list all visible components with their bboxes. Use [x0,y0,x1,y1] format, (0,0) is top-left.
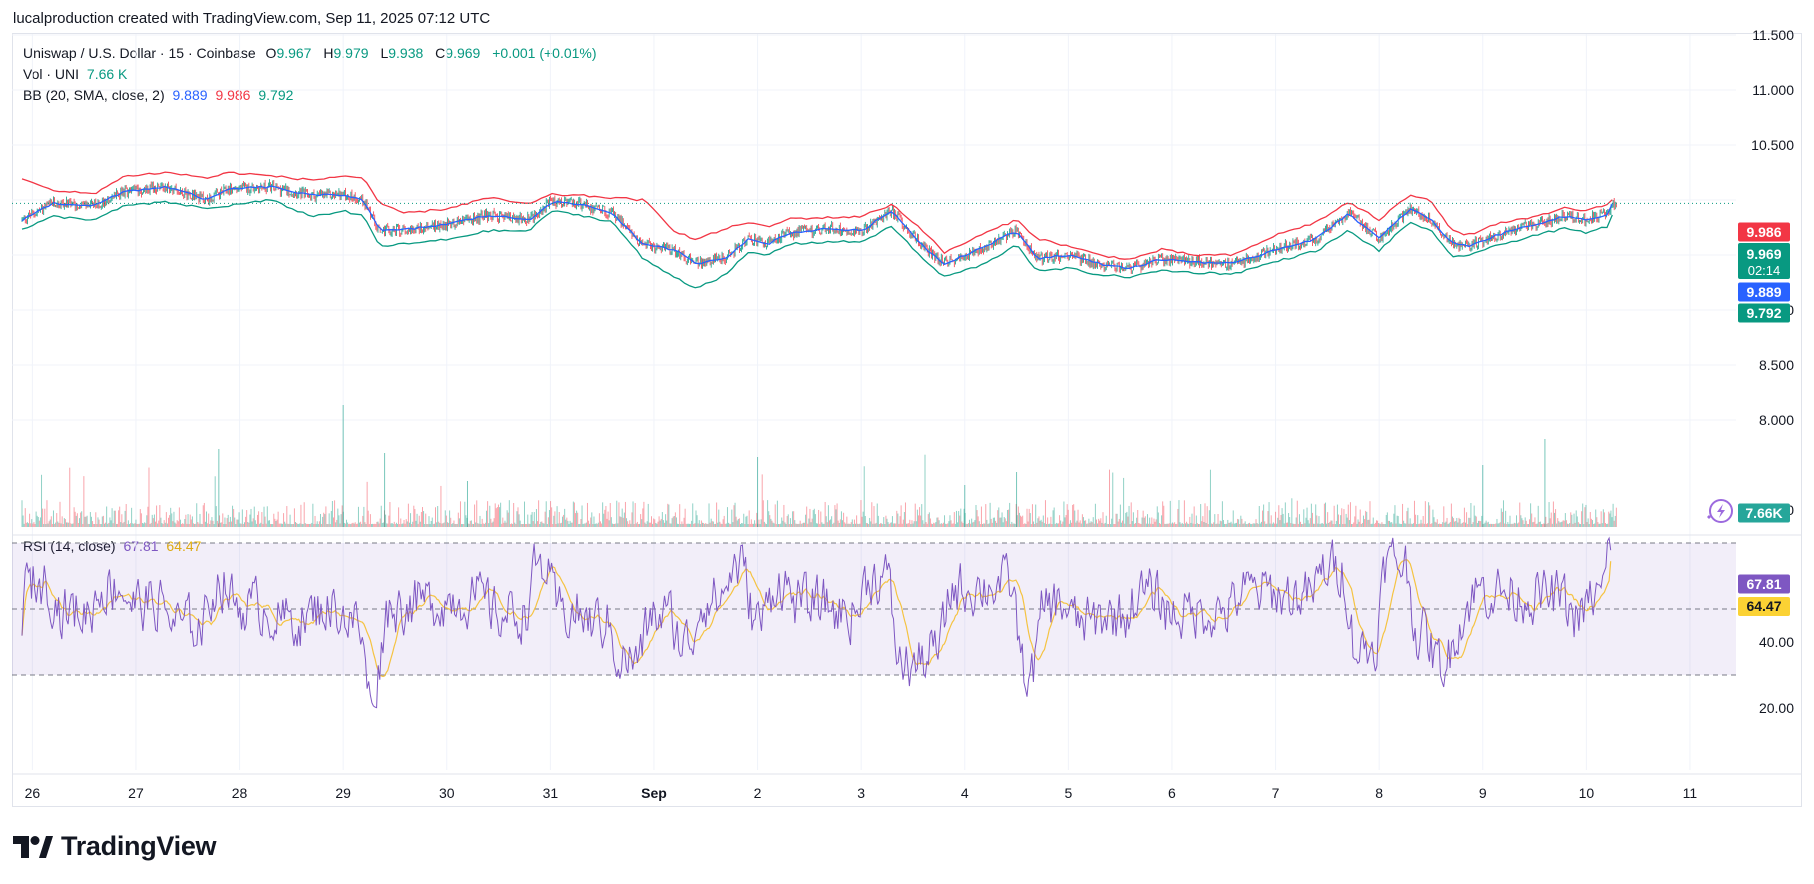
bb-lower-value: 9.792 [258,87,294,103]
high-value: 9.979 [333,45,369,61]
x-tick-label: 6 [1168,785,1176,801]
symbol-legend: Uniswap / U.S. Dollar · 15 · Coinbase O9… [23,45,601,61]
open-label: O [265,45,277,61]
chart-attribution: lucalproduction created with TradingView… [13,10,491,27]
volume-legend[interactable]: Vol · UNI 7.66 K [23,66,131,82]
rsi-y-tick-label: 20.00 [1759,700,1794,716]
bb-basis-value: 9.889 [172,87,208,103]
bb-upper-line [21,171,1613,260]
close-value: 9.969 [445,45,481,61]
volume-value: 7.66 K [86,66,128,82]
rsi-y-tick-label: 40.00 [1759,634,1794,650]
x-tick-label: 5 [1064,785,1072,801]
rsi-value-badge: 67.81 [1746,576,1781,592]
x-tick-label: 3 [857,785,865,801]
bb-legend[interactable]: BB (20, SMA, close, 2) 9.889 9.986 9.792 [23,87,297,103]
grid-lines [12,34,1802,775]
bb-lower-badge: 9.792 [1746,305,1781,321]
bb-lower-line [21,199,1613,289]
open-value: 9.967 [276,45,312,61]
bb-basis-badge: 9.889 [1746,284,1781,300]
candles [21,179,1617,274]
axes: 26 27 28 29 30 31 Sep 2 3 4 5 6 7 8 9 10 11 11.500 11.000 1… [25,27,1795,801]
x-tick-label: 28 [232,785,248,801]
rsi-legend-value: 67.81 [123,538,158,554]
close-label: C [435,45,446,61]
y-tick-label: 8.000 [1759,412,1794,428]
volume-label: Vol · UNI [23,66,80,82]
volume-badge-bg [1738,503,1790,523]
rsi-ma-legend-value: 64.47 [166,538,201,554]
bb-upper-badge: 9.986 [1746,224,1781,240]
last-price-badge: 9.969 [1746,246,1781,262]
volume-badge: 7.66K [1745,505,1782,521]
bb-upper-badge-bg [1738,222,1790,242]
rsi-value-badge-bg [1738,574,1790,594]
x-tick-label: 8 [1375,785,1383,801]
x-tick-label: 2 [754,785,762,801]
lightning-icon[interactable] [1707,499,1733,523]
y-tick-label: 10.500 [1751,137,1794,153]
rsi-ma-badge-bg [1738,597,1790,616]
x-tick-label: 31 [543,785,559,801]
y-tick-label: 8.500 [1759,357,1794,373]
rsi-ma-line [21,559,1612,678]
rsi-ma-badge: 64.47 [1746,598,1781,614]
bb-upper-value: 9.986 [215,87,251,103]
x-tick-label: 29 [335,785,351,801]
x-tick-label: 27 [128,785,144,801]
x-tick-label: 4 [961,785,969,801]
rsi-line [21,536,1612,709]
x-tick-label: 10 [1579,785,1595,801]
tradingview-brand: TradingView [61,831,217,861]
volume-bars [21,405,1617,527]
bollinger-bands [12,171,1736,289]
bb-label: BB (20, SMA, close, 2) [23,87,165,103]
low-label: L [380,45,389,61]
x-tick-label: Sep [641,785,667,801]
last-price-badge-bg [1738,243,1790,279]
rsi-pane [12,536,1736,709]
x-tick-label: 7 [1272,785,1280,801]
rsi-label: RSI (14, close) [23,538,116,554]
low-value: 9.938 [388,45,424,61]
high-label: H [323,45,334,61]
bb-basis-line [21,185,1613,270]
x-tick-label: 11 [1683,785,1698,801]
x-tick-label: 9 [1479,785,1487,801]
x-tick-label: 26 [25,785,41,801]
x-tick-label: 30 [439,785,455,801]
bb-lower-badge-bg [1738,303,1790,323]
tradingview-logo[interactable]: TradingView [13,831,217,862]
countdown-badge: 02:14 [1748,263,1781,278]
tradingview-logo-icon [13,835,53,858]
y-tick-label: 11.000 [1752,82,1794,98]
bb-basis-badge-bg [1738,282,1790,302]
rsi-legend[interactable]: RSI (14, close) 67.81 64.47 [23,538,205,554]
y-tick-label: 11.500 [1752,27,1794,43]
price-change: +0.001 (+0.01%) [492,45,597,61]
symbol-name[interactable]: Uniswap / U.S. Dollar · 15 · Coinbase [23,45,256,61]
